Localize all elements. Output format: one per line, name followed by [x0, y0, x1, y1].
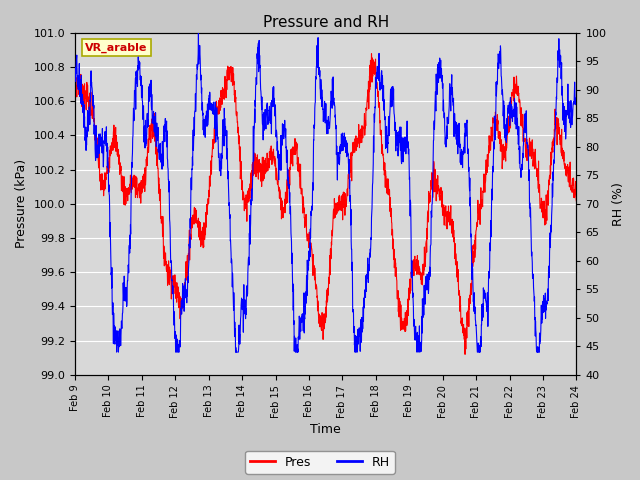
Y-axis label: RH (%): RH (%)	[612, 182, 625, 226]
Legend: Pres, RH: Pres, RH	[245, 451, 395, 474]
Text: VR_arable: VR_arable	[85, 43, 147, 53]
X-axis label: Time: Time	[310, 423, 341, 436]
Title: Pressure and RH: Pressure and RH	[262, 15, 389, 30]
Y-axis label: Pressure (kPa): Pressure (kPa)	[15, 159, 28, 248]
